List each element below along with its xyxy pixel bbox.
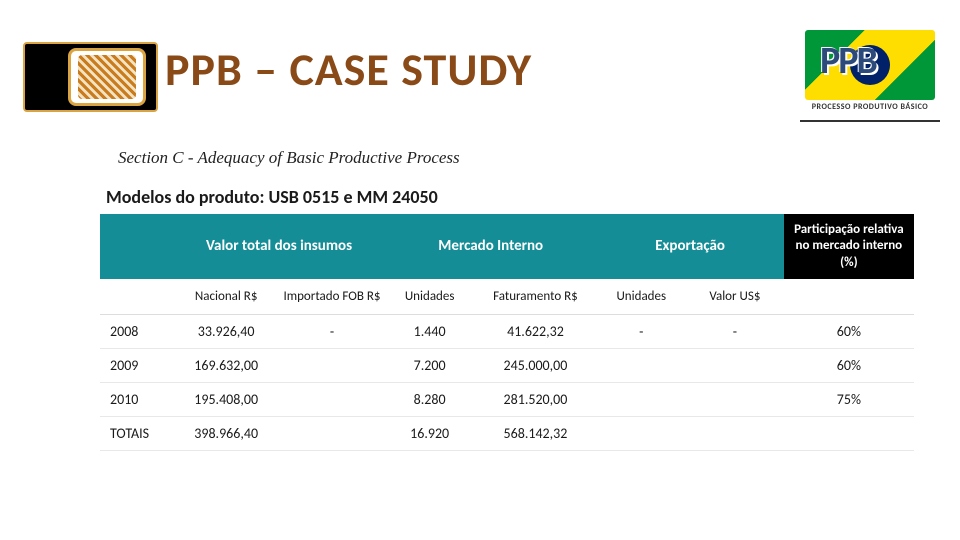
cell: 281.520,00 bbox=[474, 382, 596, 416]
th2-nacional: Nacional R$ bbox=[173, 279, 279, 315]
table-row: 2008 33.926,40 - 1.440 41.622,32 - - 60% bbox=[100, 314, 914, 348]
cell: - bbox=[686, 314, 784, 348]
cell: 7.200 bbox=[385, 348, 475, 382]
table-row-total: TOTAIS 398.966,40 16.920 568.142,32 bbox=[100, 416, 914, 450]
cell: 1.440 bbox=[385, 314, 475, 348]
cell: 245.000,00 bbox=[474, 348, 596, 382]
th2-unidades-exp: Unidades bbox=[597, 279, 687, 315]
table-row: 2010 195.408,00 8.280 281.520,00 75% bbox=[100, 382, 914, 416]
data-table: Valor total dos insumos Mercado Interno … bbox=[100, 214, 914, 451]
page-title: PPB – CASE STUDY bbox=[165, 42, 532, 98]
th2-part-blank bbox=[784, 279, 914, 315]
cell bbox=[597, 416, 687, 450]
cell: - bbox=[597, 314, 687, 348]
cell bbox=[279, 348, 385, 382]
table-row: 2009 169.632,00 7.200 245.000,00 60% bbox=[100, 348, 914, 382]
th-blank bbox=[100, 214, 173, 279]
model-title: Modelos do produto: USB 0515 e MM 24050 bbox=[100, 186, 914, 208]
th-insumos: Valor total dos insumos bbox=[173, 214, 385, 279]
cell bbox=[686, 416, 784, 450]
th2-blank bbox=[100, 279, 173, 315]
cell-year: TOTAIS bbox=[100, 416, 173, 450]
th-participacao: Participação relativa no mercado interno… bbox=[784, 214, 914, 279]
cell: - bbox=[279, 314, 385, 348]
cell bbox=[686, 382, 784, 416]
cell bbox=[597, 382, 687, 416]
cell bbox=[686, 348, 784, 382]
cell-year: 2009 bbox=[100, 348, 173, 382]
th2-valor-usd: Valor US$ bbox=[686, 279, 784, 315]
th-mercado: Mercado Interno bbox=[385, 214, 597, 279]
cell bbox=[597, 348, 687, 382]
cell: 41.622,32 bbox=[474, 314, 596, 348]
cell: 60% bbox=[784, 314, 914, 348]
ppb-logo: PPB PROCESSO PRODUTIVO BÁSICO bbox=[800, 22, 940, 122]
table-container: Modelos do produto: USB 0515 e MM 24050 … bbox=[100, 186, 914, 451]
th-export: Exportação bbox=[597, 214, 784, 279]
th2-faturamento: Faturamento R$ bbox=[474, 279, 596, 315]
th2-importado: Importado FOB R$ bbox=[279, 279, 385, 315]
cell: 169.632,00 bbox=[173, 348, 279, 382]
ppb-subtitle: PROCESSO PRODUTIVO BÁSICO bbox=[812, 102, 928, 112]
ppb-letters: PPB bbox=[820, 38, 876, 84]
cell: 33.926,40 bbox=[173, 314, 279, 348]
cell: 398.966,40 bbox=[173, 416, 279, 450]
brazil-flag-bg: PPB bbox=[805, 30, 935, 100]
cell: 16.920 bbox=[385, 416, 475, 450]
cell bbox=[784, 416, 914, 450]
cell: 8.280 bbox=[385, 382, 475, 416]
cell-year: 2008 bbox=[100, 314, 173, 348]
cell: 75% bbox=[784, 382, 914, 416]
cell-year: 2010 bbox=[100, 382, 173, 416]
section-label: Section C - Adequacy of Basic Productive… bbox=[118, 148, 460, 168]
cell: 195.408,00 bbox=[173, 382, 279, 416]
crest-pattern bbox=[78, 55, 136, 99]
cell bbox=[279, 382, 385, 416]
cell: 60% bbox=[784, 348, 914, 382]
th2-unidades-int: Unidades bbox=[385, 279, 475, 315]
cell: 568.142,32 bbox=[474, 416, 596, 450]
crest-logo bbox=[68, 48, 146, 106]
cell bbox=[279, 416, 385, 450]
